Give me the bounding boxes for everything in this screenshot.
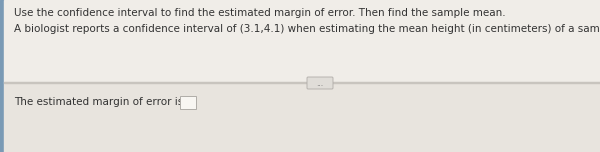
Text: ...: ... [316,78,323,88]
Text: Use the confidence interval to find the estimated margin of error. Then find the: Use the confidence interval to find the … [14,8,506,18]
Bar [180,96,196,109]
Bar [4,0,600,82]
Bar [4,82,600,83]
FancyBboxPatch shape [307,77,333,89]
Bar [4,82,600,152]
Text: A biologist reports a confidence interval of (3.1,4.1) when estimating the mean : A biologist reports a confidence interva… [14,24,600,34]
Text: The estimated margin of error is: The estimated margin of error is [14,97,183,107]
Bar [0,0,4,152]
